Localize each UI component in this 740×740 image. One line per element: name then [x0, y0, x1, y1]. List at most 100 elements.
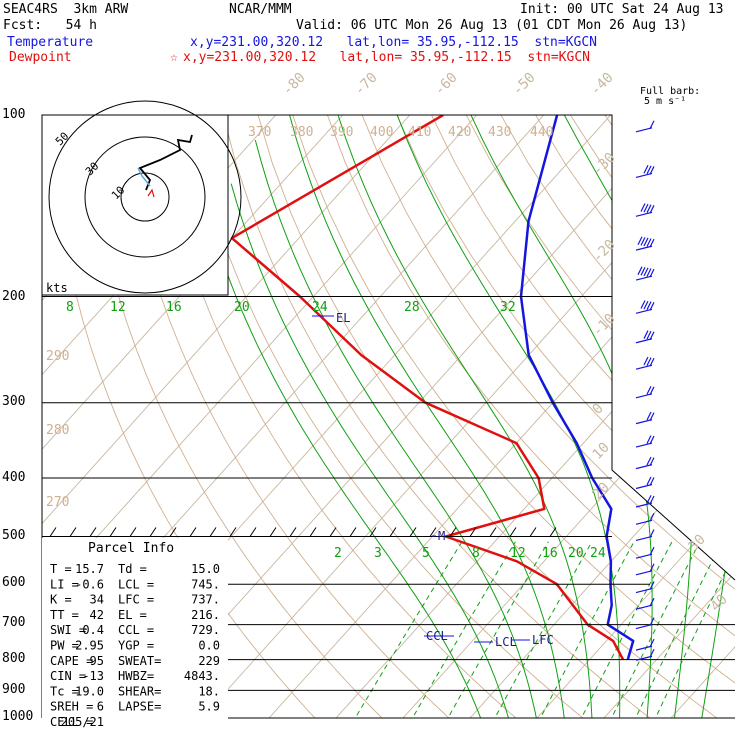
isobar-hatch	[389, 527, 397, 537]
wind-barb	[635, 356, 655, 370]
wind-barb	[635, 411, 655, 425]
parcel-info-key: LFC =	[118, 593, 154, 607]
wind-barb-feather	[643, 300, 649, 310]
parcel-info-value: 216.	[191, 608, 220, 622]
moist-adiabat-label: 20	[234, 300, 250, 315]
isobar-hatch	[169, 527, 177, 537]
isotherm-label: -50	[510, 70, 539, 99]
isotherm-label: -20	[590, 237, 619, 266]
isobar-hatch	[49, 527, 57, 537]
isobar-hatch	[69, 527, 77, 537]
wind-barb-shaft	[635, 604, 653, 610]
parcel-info-key: CELL =	[50, 715, 93, 729]
mixing-ratio-line	[605, 541, 701, 718]
dewpoint-location: x,y=231.00,320.12 lat,lon= 35.95,-112.15…	[183, 50, 590, 65]
wind-barb	[635, 120, 655, 133]
isobar-hatch	[409, 527, 417, 537]
isobar-hatch	[329, 527, 337, 537]
parcel-info-value: 18.	[198, 684, 220, 698]
isobar-hatch	[429, 527, 437, 537]
wind-barb-feather	[649, 563, 655, 573]
hodograph-frame	[41, 114, 229, 296]
moist-adiabat-label: 12	[110, 300, 126, 315]
wind-barb-feather	[649, 529, 655, 538]
theta-label: 290	[46, 349, 69, 364]
isobar-hatch	[469, 527, 477, 537]
parcel-info-key: LAPSE=	[118, 700, 161, 714]
moist-adiabat-line	[679, 115, 735, 718]
wind-barb-feather	[640, 300, 646, 309]
parcel-annotation-el: EL	[336, 311, 350, 325]
parcel-info-value: 6	[97, 700, 104, 714]
wind-barb-shaft	[635, 624, 653, 630]
wind-barb-feather	[649, 649, 655, 658]
wind-barb-feather	[649, 331, 655, 341]
dewpoint-star-icon: ☆	[170, 50, 178, 65]
parcel-panel-bg	[42, 538, 228, 720]
temperature-legend: Temperature	[7, 35, 94, 50]
moist-adiabat-line	[254, 139, 540, 718]
isotherm-line	[592, 115, 735, 718]
wind-barb-shaft	[635, 419, 653, 425]
dewpoint-profile	[230, 115, 625, 661]
wind-barb-feather	[640, 267, 646, 276]
parcel-info-value: 95	[90, 654, 104, 668]
hodograph-ring	[48, 100, 242, 294]
moist-adiabat-label: 8	[66, 300, 74, 315]
wind-barb-shaft	[635, 535, 653, 542]
wind-barb-feather	[649, 268, 655, 278]
wind-barb	[635, 617, 655, 630]
isotherm-label: -60	[432, 70, 461, 99]
wind-barb-feather	[646, 456, 652, 466]
wind-barb	[635, 330, 655, 344]
isobar-hatch	[549, 527, 557, 537]
wind-barb-shaft	[635, 464, 653, 470]
dry-adiabat-line	[151, 115, 530, 718]
dry-adiabat-line	[253, 115, 734, 718]
isotherm-label: 10	[590, 440, 613, 463]
pressure-label: 300	[2, 394, 25, 409]
wind-barb-shaft	[635, 127, 653, 133]
wind-barb-feather	[649, 581, 655, 590]
theta-label: 430	[488, 125, 511, 140]
pressure-label: 400	[2, 470, 25, 485]
isotherm-label: -30	[590, 150, 619, 179]
moist-adiabat-label: 28	[404, 300, 420, 315]
wind-barb	[635, 476, 655, 490]
isobar-hatch	[349, 527, 357, 537]
parcel-annotation-lcl: LCL	[495, 635, 517, 649]
theta-label: 370	[248, 125, 271, 140]
wind-barb	[635, 456, 655, 470]
mixing-ratio-line	[629, 541, 723, 718]
wind-barb-shaft	[635, 211, 653, 217]
moist-adiabat-line	[289, 115, 567, 718]
parcel-info-key: SREH =	[50, 700, 93, 714]
mixing-ratio-label: 5	[422, 546, 430, 561]
wind-barb-shaft	[635, 364, 653, 370]
isobar-hatch	[229, 527, 237, 537]
parcel-info-value: 205/21	[61, 715, 104, 729]
parcel-info-key: PW =	[50, 639, 79, 653]
moist-adiabat-line	[204, 202, 486, 718]
theta-label: 270	[46, 495, 69, 510]
center-label: NCAR/MMM	[229, 2, 292, 17]
wind-barb-feather	[649, 477, 655, 486]
wind-barb-shaft	[635, 519, 653, 525]
dry-adiabat-line	[595, 115, 735, 718]
dry-adiabat-line	[492, 115, 735, 718]
dry-adiabat-line	[390, 115, 735, 718]
wind-barb	[635, 385, 655, 399]
wind-barb-feather	[649, 120, 655, 130]
theta-label: 440	[530, 125, 553, 140]
wind-barb-feather	[649, 238, 655, 248]
wind-barb-feather	[646, 435, 652, 444]
isotherm-line	[726, 115, 735, 718]
parcel-info-key: HWBZ=	[118, 669, 154, 683]
wind-barb-shaft	[635, 570, 653, 576]
dry-adiabat-line	[629, 115, 735, 718]
wind-barb-feather	[646, 165, 652, 175]
isobar-hatch	[529, 527, 537, 537]
hodograph-trace	[138, 134, 193, 191]
wind-barb-feather	[649, 597, 655, 607]
wind-barb-shaft	[635, 275, 653, 281]
